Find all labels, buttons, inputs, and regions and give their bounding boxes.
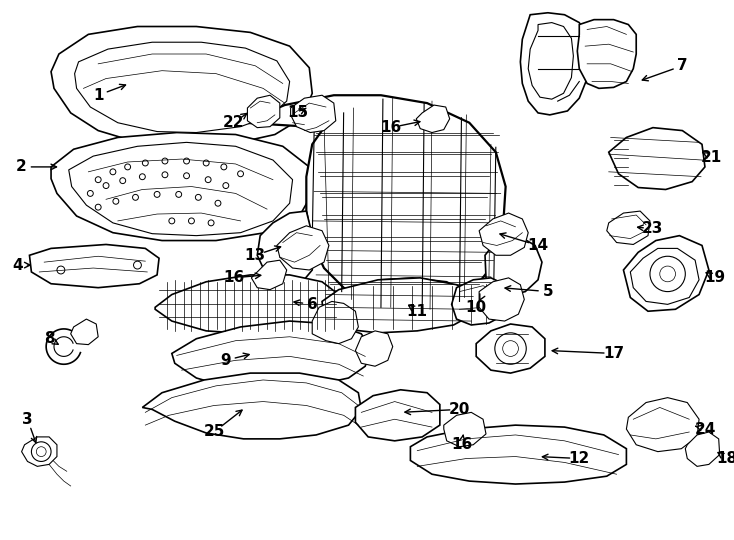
Text: 3: 3 [22, 411, 33, 427]
Text: 4: 4 [12, 258, 23, 273]
Polygon shape [623, 235, 709, 311]
Text: 14: 14 [528, 238, 548, 253]
Polygon shape [142, 373, 361, 439]
Text: 20: 20 [448, 402, 470, 417]
Polygon shape [75, 42, 290, 132]
Polygon shape [355, 331, 393, 366]
Text: 21: 21 [701, 150, 722, 165]
Text: 1: 1 [93, 87, 103, 103]
Text: 22: 22 [223, 115, 244, 130]
Polygon shape [312, 301, 358, 343]
Polygon shape [21, 437, 57, 467]
Text: 16: 16 [223, 271, 244, 285]
Polygon shape [608, 127, 705, 190]
Polygon shape [70, 319, 98, 345]
Polygon shape [631, 248, 699, 305]
Text: 6: 6 [307, 297, 318, 312]
Polygon shape [355, 390, 440, 441]
Polygon shape [291, 95, 335, 132]
Text: 5: 5 [542, 284, 553, 299]
Polygon shape [416, 105, 450, 132]
Polygon shape [257, 211, 314, 282]
Text: 10: 10 [465, 300, 487, 315]
Polygon shape [29, 245, 159, 288]
Polygon shape [451, 278, 511, 325]
Polygon shape [520, 13, 589, 115]
Text: 16: 16 [451, 437, 472, 453]
Polygon shape [247, 95, 280, 127]
Polygon shape [172, 321, 371, 390]
Text: 19: 19 [704, 271, 725, 285]
Polygon shape [476, 324, 545, 373]
Text: 13: 13 [244, 248, 266, 263]
Text: 8: 8 [44, 331, 54, 346]
Polygon shape [686, 432, 719, 467]
Text: 7: 7 [677, 58, 688, 73]
Polygon shape [485, 233, 542, 295]
Text: 9: 9 [220, 353, 231, 368]
Text: 23: 23 [642, 221, 664, 237]
Polygon shape [607, 211, 650, 245]
Polygon shape [251, 260, 287, 289]
Polygon shape [444, 413, 486, 447]
Polygon shape [626, 397, 699, 451]
Polygon shape [322, 278, 476, 333]
Text: 18: 18 [716, 451, 734, 466]
Polygon shape [51, 26, 312, 146]
Polygon shape [244, 95, 506, 311]
Polygon shape [277, 226, 329, 270]
Text: 24: 24 [694, 422, 716, 436]
Polygon shape [528, 23, 573, 99]
Text: 16: 16 [380, 120, 401, 135]
Text: 15: 15 [287, 105, 308, 120]
Text: 2: 2 [16, 159, 27, 174]
Polygon shape [479, 213, 528, 255]
Polygon shape [349, 278, 462, 321]
Text: 12: 12 [569, 451, 590, 466]
Polygon shape [69, 143, 293, 235]
Text: 17: 17 [603, 346, 624, 361]
Polygon shape [479, 278, 524, 321]
Text: 11: 11 [407, 303, 428, 319]
Polygon shape [51, 132, 312, 240]
Polygon shape [578, 19, 636, 89]
Polygon shape [410, 425, 626, 484]
Polygon shape [155, 275, 338, 334]
Text: 25: 25 [203, 424, 225, 440]
